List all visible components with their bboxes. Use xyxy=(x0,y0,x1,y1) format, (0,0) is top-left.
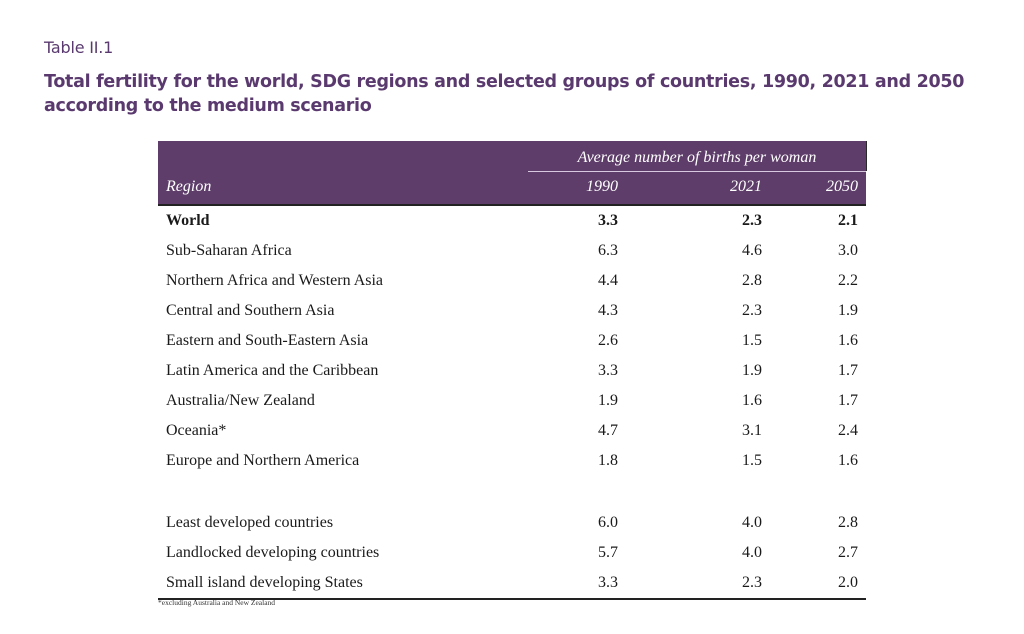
row-label: Landlocked developing countries xyxy=(166,544,380,561)
table-row: Sub-Saharan Africa 6.3 4.6 3.0 xyxy=(158,236,866,266)
value-cell: 1.7 xyxy=(838,392,858,409)
header-rule xyxy=(158,204,866,206)
row-label: Latin America and the Caribbean xyxy=(166,362,379,379)
value-cell: 1.5 xyxy=(742,332,762,349)
table-row: Oceania* 4.7 3.1 2.4 xyxy=(158,416,866,446)
year-column-header: 2021 xyxy=(730,178,762,195)
value-cell: 1.9 xyxy=(598,392,618,409)
row-label: World xyxy=(166,212,210,229)
value-cell: 1.5 xyxy=(742,452,762,469)
table-row: Eastern and South-Eastern Asia 2.6 1.5 1… xyxy=(158,326,866,356)
table-row: Latin America and the Caribbean 3.3 1.9 … xyxy=(158,356,866,386)
row-group-spacer xyxy=(158,476,866,508)
value-cell: 1.9 xyxy=(838,302,858,319)
year-column-header: 2050 xyxy=(826,178,858,195)
value-cell: 4.7 xyxy=(598,422,618,439)
year-column-header: 1990 xyxy=(586,178,618,195)
row-label: Australia/New Zealand xyxy=(166,392,315,409)
value-cell: 3.1 xyxy=(742,422,762,439)
value-cell: 1.7 xyxy=(838,362,858,379)
value-cell: 1.8 xyxy=(598,452,618,469)
value-cell: 2.0 xyxy=(838,574,858,591)
value-cell: 2.2 xyxy=(838,272,858,289)
table-row: Australia/New Zealand 1.9 1.6 1.7 xyxy=(158,386,866,416)
value-cell: 4.4 xyxy=(598,272,618,289)
value-cell: 6.0 xyxy=(598,514,618,531)
value-cell: 2.8 xyxy=(838,514,858,531)
region-rows: World 3.3 2.3 2.1 Sub-Saharan Africa 6.3… xyxy=(158,206,866,476)
value-cell: 1.9 xyxy=(742,362,762,379)
value-cell: 2.3 xyxy=(742,574,762,591)
table-number-label: Table II.1 xyxy=(44,38,114,57)
row-label: Oceania* xyxy=(166,422,227,439)
value-cell: 3.3 xyxy=(598,362,618,379)
table-header: Average number of births per woman Regio… xyxy=(158,141,866,204)
value-cell: 2.3 xyxy=(742,212,762,229)
value-cell: 1.6 xyxy=(742,392,762,409)
table-row: Small island developing States 3.3 2.3 2… xyxy=(158,568,866,598)
value-cell: 4.6 xyxy=(742,242,762,259)
table-bottom-rule xyxy=(158,598,866,600)
table-title: Total fertility for the world, SDG regio… xyxy=(44,72,965,116)
value-cell: 3.0 xyxy=(838,242,858,259)
value-cell: 1.6 xyxy=(838,332,858,349)
value-cell: 4.0 xyxy=(742,544,762,561)
value-cell: 4.3 xyxy=(598,302,618,319)
value-cell: 2.7 xyxy=(838,544,858,561)
table-row: World 3.3 2.3 2.1 xyxy=(158,206,866,236)
value-cell: 5.7 xyxy=(598,544,618,561)
value-cell: 3.3 xyxy=(598,212,618,229)
row-label: Sub-Saharan Africa xyxy=(166,242,292,259)
value-cell: 4.0 xyxy=(742,514,762,531)
value-cell: 1.6 xyxy=(838,452,858,469)
table-footnote: *excluding Australia and New Zealand xyxy=(158,598,276,607)
value-cell: 2.6 xyxy=(598,332,618,349)
row-label: Central and Southern Asia xyxy=(166,302,335,319)
fertility-table: Average number of births per woman Regio… xyxy=(158,141,866,600)
row-label: Europe and Northern America xyxy=(166,452,360,469)
value-cell: 3.3 xyxy=(598,574,618,591)
table-row: Least developed countries 6.0 4.0 2.8 xyxy=(158,508,866,538)
row-label: Northern Africa and Western Asia xyxy=(166,272,384,289)
table-row: Central and Southern Asia 4.3 2.3 1.9 xyxy=(158,296,866,326)
column-group-label: Average number of births per woman xyxy=(577,149,817,166)
value-cell: 2.3 xyxy=(742,302,762,319)
country-group-rows: Least developed countries 6.0 4.0 2.8 La… xyxy=(158,508,866,598)
table-row: Northern Africa and Western Asia 4.4 2.8… xyxy=(158,266,866,296)
table-row: Europe and Northern America 1.8 1.5 1.6 xyxy=(158,446,866,476)
value-cell: 6.3 xyxy=(598,242,618,259)
value-cell: 2.4 xyxy=(838,422,858,439)
row-label: Small island developing States xyxy=(166,574,363,591)
row-label: Eastern and South-Eastern Asia xyxy=(166,332,369,349)
region-column-header: Region xyxy=(166,178,212,195)
value-cell: 2.8 xyxy=(742,272,762,289)
row-label: Least developed countries xyxy=(166,514,334,531)
table-row: Landlocked developing countries 5.7 4.0 … xyxy=(158,538,866,568)
value-cell: 2.1 xyxy=(838,212,858,229)
column-group-divider xyxy=(528,171,866,172)
